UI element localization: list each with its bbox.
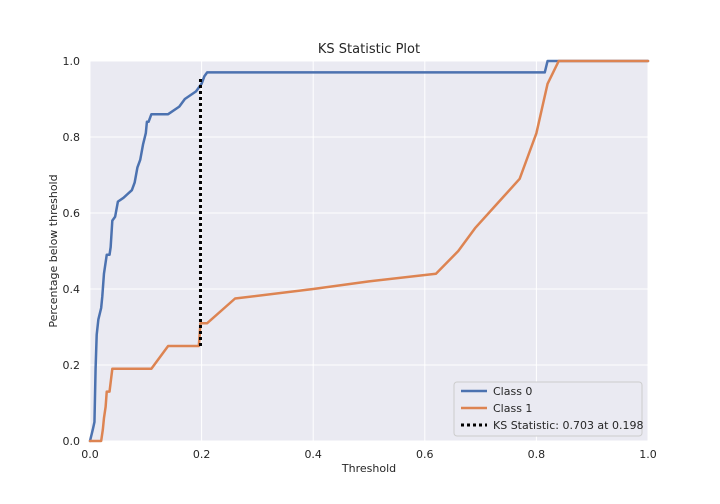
series-lines	[88, 59, 650, 443]
y-tick-label: 0.6	[63, 207, 81, 220]
plot-area	[90, 61, 648, 441]
y-tick-label: 0.2	[63, 359, 81, 372]
legend-label-2: KS Statistic: 0.703 at 0.198	[493, 419, 643, 432]
chart-title: KS Statistic Plot	[318, 42, 420, 57]
series-line-0	[88, 59, 650, 443]
y-axis-label: Percentage below threshold	[47, 174, 60, 327]
x-axis-ticks: 0.0 0.2 0.4 0.6 0.8 1.0	[81, 448, 657, 461]
y-tick-label: 1.0	[63, 55, 81, 68]
y-tick-label: 0.8	[63, 131, 81, 144]
x-tick-label: 0.2	[193, 448, 211, 461]
series-line-1	[88, 59, 650, 443]
legend-label-1: Class 1	[493, 402, 532, 415]
x-tick-label: 0.8	[528, 448, 546, 461]
y-tick-label: 0.0	[63, 435, 81, 448]
grid-lines	[89, 60, 649, 442]
legend: Class 0 Class 1 KS Statistic: 0.703 at 0.1…	[453, 381, 643, 437]
legend-box	[453, 381, 643, 437]
x-tick-label: 0.6	[416, 448, 434, 461]
x-tick-label: 1.0	[639, 448, 657, 461]
y-tick-label: 0.4	[63, 283, 81, 296]
y-axis-ticks: 0.0 0.2 0.4 0.6 0.8 1.0	[63, 55, 81, 448]
x-tick-label: 0.4	[304, 448, 322, 461]
x-axis-label: Threshold	[341, 462, 396, 475]
legend-label-0: Class 0	[493, 385, 532, 398]
x-tick-label: 0.0	[81, 448, 99, 461]
